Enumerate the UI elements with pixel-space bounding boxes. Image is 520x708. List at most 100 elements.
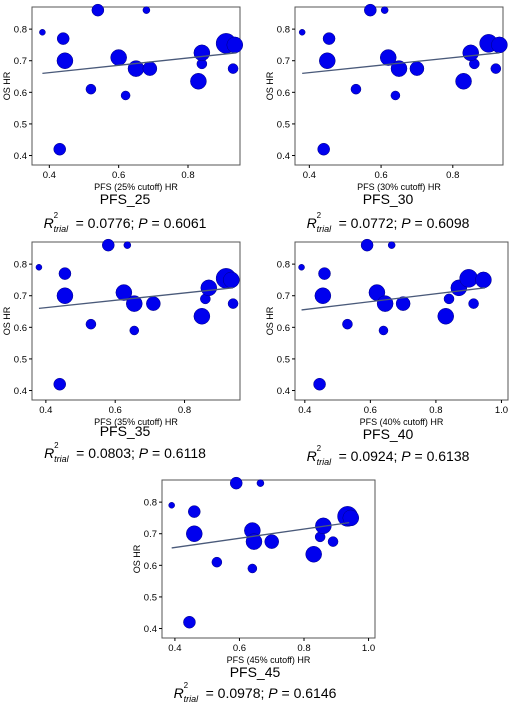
x-tick-label: 0.4 [39, 405, 52, 416]
y-tick-label: 0.4 [14, 386, 27, 397]
x-tick: 0.6 [112, 165, 125, 181]
y-tick-label: 0.6 [14, 88, 27, 99]
data-point [350, 83, 362, 95]
data-point [455, 73, 472, 90]
r2-value: 0.0924 [350, 448, 394, 464]
y-tick: 0.5 [14, 119, 32, 130]
data-point [475, 271, 492, 289]
data-point [227, 298, 239, 309]
data-point [379, 49, 397, 66]
y-tick: 0.4 [14, 151, 32, 162]
x-tick: 1.0 [362, 638, 375, 654]
x-tick: 0.8 [181, 165, 195, 181]
y-tick-label: 0.7 [14, 56, 27, 67]
y-tick: 0.8 [277, 260, 295, 271]
x-axis-label: PFS (35% cutoff) HR [94, 417, 178, 427]
y-tick-label: 0.6 [14, 323, 27, 334]
data-point [327, 536, 339, 547]
data-point [58, 267, 72, 280]
r2-value: 0.0772 [350, 215, 394, 231]
y-tick-label: 0.8 [14, 260, 27, 271]
y-tick-label: 0.7 [277, 291, 290, 302]
plot-frame [31, 241, 241, 401]
plot-frame [294, 241, 509, 401]
data-point [459, 269, 478, 288]
data-point [102, 238, 115, 252]
scatter-plot-pfs-35: 0.4 0.5 0.6 0.7 0.8 0.4 0.6 0.8 OS HR PFS (35% cu… [2, 238, 241, 427]
data-point [35, 264, 43, 271]
data-point [462, 44, 479, 62]
r2-symbol: R 2 trial [43, 211, 69, 234]
regression-line [171, 522, 350, 549]
x-tick: 0.4 [168, 638, 182, 654]
data-point [342, 509, 360, 527]
x-tick-label: 0.4 [168, 643, 181, 654]
y-tick-label: 0.4 [144, 624, 157, 635]
y-axis-label: OS HR [2, 306, 12, 335]
data-point [319, 52, 336, 69]
x-axis-label: PFS (40% cutoff) HR [360, 417, 444, 427]
y-tick-label: 0.5 [14, 354, 27, 365]
y-tick-label: 0.6 [144, 561, 157, 572]
y-tick: 0.8 [277, 25, 295, 36]
chart-panel-pfs-25: 0.4 0.5 0.6 0.7 0.8 0.4 0.6 0.8 OS HR PFS (25% cu… [2, 3, 245, 235]
scatter-plot-pfs-30: 0.4 0.5 0.6 0.7 0.8 0.4 0.6 0.8 OS HR PFS (30% cu… [265, 3, 508, 192]
chart-panel-pfs-40: 0.4 0.5 0.6 0.7 0.8 0.4 0.6 0.8 1.0 OS HR PFS (40%… [265, 238, 509, 470]
data-point [364, 3, 377, 17]
data-point [200, 279, 218, 297]
regression-line [302, 52, 500, 75]
data-point [56, 52, 74, 69]
scatter-plot-pfs-25: 0.4 0.5 0.6 0.7 0.8 0.4 0.6 0.8 OS HR PFS (25% cu… [2, 3, 244, 192]
y-tick: 0.4 [14, 386, 32, 397]
data-point [56, 32, 70, 45]
data-point [360, 238, 374, 252]
x-tick: 0.4 [303, 165, 316, 181]
y-tick-label: 0.5 [144, 592, 157, 603]
p-value: 0.6098 [426, 215, 470, 231]
x-tick-label: 1.0 [495, 405, 508, 416]
y-tick-label: 0.7 [277, 56, 290, 67]
y-tick: 0.4 [277, 151, 295, 162]
chart-panel-pfs-45: 0.4 0.5 0.6 0.7 0.8 0.4 0.6 0.8 1.0 OS HR PFS (45%… [132, 476, 376, 708]
r2-symbol: R 2 trial [173, 681, 199, 704]
x-tick-label: 0.6 [112, 170, 125, 181]
x-tick-label: 0.8 [446, 170, 459, 181]
data-point [227, 63, 239, 74]
y-tick: 0.7 [14, 291, 32, 302]
y-tick: 0.5 [277, 119, 295, 130]
x-tick: 0.4 [39, 400, 52, 416]
y-tick-label: 0.8 [277, 260, 290, 271]
data-point [142, 61, 158, 76]
y-tick: 0.7 [144, 529, 162, 540]
data-point [129, 325, 140, 336]
data-point [193, 308, 211, 325]
x-tick-label: 0.6 [109, 405, 122, 416]
p-value: 0.6146 [293, 685, 337, 701]
x-tick-label: 0.6 [364, 405, 377, 416]
y-tick-label: 0.4 [277, 151, 290, 162]
data-point [168, 502, 175, 509]
y-tick: 0.4 [277, 386, 295, 397]
plot-frame [31, 6, 241, 166]
data-point [183, 615, 196, 629]
data-point [443, 293, 455, 305]
x-tick: 0.6 [364, 400, 377, 416]
y-tick: 0.7 [277, 56, 295, 67]
data-point [378, 325, 389, 336]
data-point [85, 318, 97, 330]
y-tick: 0.6 [144, 561, 162, 572]
y-tick: 0.6 [277, 88, 295, 99]
r2-symbol: R 2 trial [44, 441, 69, 464]
stat-line: R 2 trial = 0.0924; P = 0.6138 [306, 444, 470, 467]
y-axis-label: OS HR [132, 544, 142, 573]
p-value: 0.6118 [164, 445, 206, 461]
y-tick-label: 0.8 [14, 25, 27, 36]
x-tick-label: 0.6 [233, 643, 246, 654]
x-tick-label: 0.4 [43, 170, 56, 181]
data-point [437, 308, 454, 325]
y-tick-label: 0.5 [14, 119, 27, 130]
data-point [91, 3, 105, 17]
x-axis-label: PFS (45% cutoff) HR [227, 655, 311, 665]
r2-value: 0.0776 [87, 215, 131, 231]
x-tick-label: 0.6 [374, 170, 387, 181]
